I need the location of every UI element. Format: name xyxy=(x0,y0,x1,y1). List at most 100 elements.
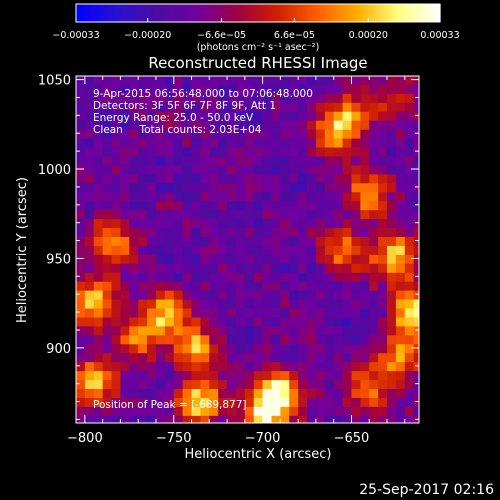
heatmap-cell xyxy=(76,129,86,140)
heatmap-cell xyxy=(423,76,432,85)
heatmap-cell xyxy=(413,228,419,238)
heatmap-cell xyxy=(342,254,352,265)
heatmap-cell xyxy=(209,147,219,157)
heatmap-cell xyxy=(218,228,228,238)
heatmap-cell xyxy=(360,362,370,372)
heatmap-cell xyxy=(227,281,237,292)
heatmap-cell xyxy=(395,415,406,423)
heatmap-cell xyxy=(333,254,344,265)
heatmap-cell xyxy=(253,406,264,417)
heatmap-cell xyxy=(129,228,139,238)
colorbar-cell xyxy=(438,4,441,22)
heatmap-cell xyxy=(423,94,432,103)
colorbar-cell xyxy=(334,4,337,22)
heatmap-cell xyxy=(218,425,227,434)
heatmap-cell xyxy=(147,192,157,202)
heatmap-cell xyxy=(289,129,299,140)
heatmap-cell xyxy=(315,84,326,95)
heatmap-cell xyxy=(253,219,264,229)
colorbar-cell xyxy=(218,4,221,22)
heatmap-cell xyxy=(235,308,246,318)
heatmap-cell xyxy=(191,138,201,149)
colorbar-cell xyxy=(76,4,79,22)
heatmap-cell xyxy=(378,362,388,372)
heatmap-cell xyxy=(271,308,281,318)
heatmap-cell xyxy=(147,147,157,157)
heatmap-cell xyxy=(413,389,419,399)
colorbar-cell xyxy=(184,4,187,22)
heatmap-cell xyxy=(324,317,335,327)
colorbar-cell xyxy=(150,4,153,22)
heatmap-cell xyxy=(413,84,419,95)
heatmap-cell xyxy=(138,290,148,301)
colorbar-cell xyxy=(358,4,361,22)
heatmap-cell xyxy=(262,281,272,292)
heatmap-cell xyxy=(378,93,388,104)
heatmap-cell xyxy=(413,245,419,256)
heatmap-cell xyxy=(423,85,432,94)
heatmap xyxy=(76,76,432,434)
heatmap-cell xyxy=(307,290,317,301)
heatmap-cell xyxy=(164,344,175,354)
heatmap-cell xyxy=(395,210,406,220)
heatmap-cell xyxy=(111,236,121,247)
heatmap-cell xyxy=(218,326,228,336)
heatmap-cell xyxy=(395,308,406,318)
heatmap-cell xyxy=(404,317,415,327)
heatmap-cell xyxy=(333,380,344,390)
heatmap-cell xyxy=(227,210,237,220)
heatmap-cell xyxy=(209,290,219,301)
heatmap-cell xyxy=(271,174,281,184)
heatmap-cell xyxy=(404,147,415,157)
heatmap-cell xyxy=(387,254,397,265)
heatmap-cell xyxy=(298,93,308,104)
heatmap-cell xyxy=(387,165,397,175)
heatmap-cell xyxy=(235,272,246,283)
heatmap-cell xyxy=(164,76,175,86)
heatmap-cell xyxy=(200,362,210,372)
heatmap-cell xyxy=(414,425,423,434)
heatmap-cell xyxy=(173,120,184,131)
heatmap-cell xyxy=(111,326,121,336)
heatmap-cell xyxy=(102,102,113,113)
heatmap-cell xyxy=(235,76,246,86)
heatmap-cell xyxy=(387,380,397,390)
heatmap-cell xyxy=(164,174,175,184)
heatmap-cell xyxy=(271,183,281,193)
heatmap-cell xyxy=(84,84,95,95)
heatmap-cell xyxy=(315,344,326,354)
heatmap-cell xyxy=(182,165,193,175)
heatmap-cell xyxy=(324,380,335,390)
heatmap-cell xyxy=(307,210,317,220)
heatmap-cell xyxy=(84,397,95,408)
heatmap-cell xyxy=(262,174,272,184)
heatmap-cell xyxy=(200,406,210,417)
info-method-counts: Clean Total counts: 2.03E+04 xyxy=(93,124,262,136)
heatmap-cell xyxy=(423,165,432,174)
heatmap-cell xyxy=(413,102,419,113)
heatmap-cell xyxy=(155,254,166,265)
heatmap-cell xyxy=(262,120,272,131)
heatmap-cell xyxy=(387,415,397,423)
heatmap-cell xyxy=(404,415,415,423)
colorbar-cell xyxy=(394,4,397,22)
heatmap-cell xyxy=(129,138,139,149)
heatmap-cell xyxy=(395,389,406,399)
heatmap-cell xyxy=(333,362,344,372)
heatmap-cell xyxy=(395,272,406,283)
heatmap-cell xyxy=(333,397,344,408)
heatmap-cell xyxy=(93,299,104,310)
heatmap-cell xyxy=(378,129,388,140)
heatmap-cell xyxy=(262,84,272,95)
heatmap-cell xyxy=(271,236,281,247)
heatmap-cell xyxy=(129,335,139,345)
heatmap-cell xyxy=(218,308,228,318)
heatmap-cell xyxy=(147,406,157,417)
heatmap-cell xyxy=(191,111,201,122)
heatmap-cell xyxy=(351,272,361,283)
colorbar-cell xyxy=(304,4,307,22)
colorbar-tick-label: 6.6e−05 xyxy=(274,30,315,41)
heatmap-cell xyxy=(369,362,379,372)
heatmap-cell xyxy=(120,290,130,301)
heatmap-cell xyxy=(342,415,352,423)
